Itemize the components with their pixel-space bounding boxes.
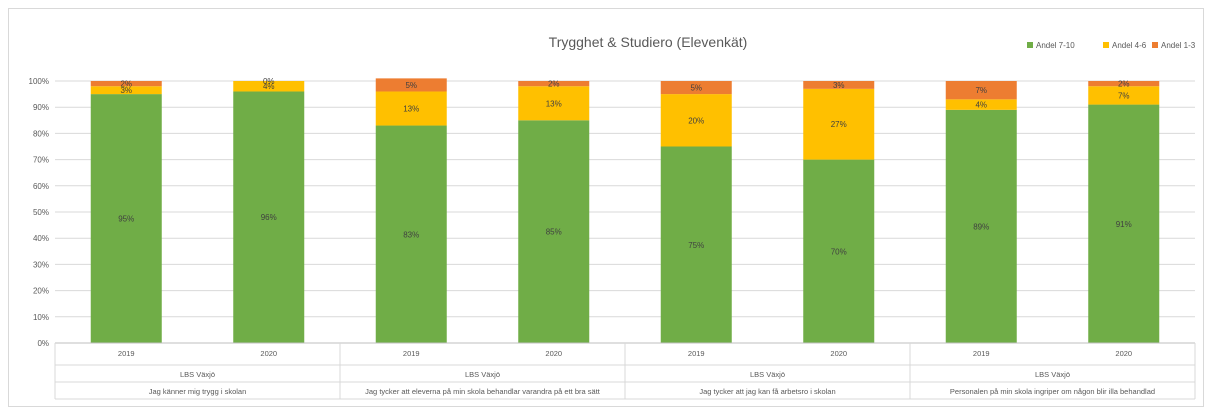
bars <box>90 78 1160 343</box>
group-school-label: LBS Växjö <box>465 370 500 379</box>
gridlines <box>55 80 1195 344</box>
group-question-label: Personalen på min skola ingriper om någo… <box>950 387 1155 396</box>
y-tick-label: 20% <box>33 287 49 296</box>
bar-segment <box>803 159 875 343</box>
bar-segment <box>233 81 305 92</box>
y-tick-label: 90% <box>33 103 49 112</box>
data-label: 4% <box>263 82 275 91</box>
data-label: 70% <box>831 247 847 256</box>
data-label: 95% <box>118 215 134 224</box>
bar-segment <box>90 94 162 343</box>
data-label: 3% <box>120 86 132 95</box>
x-tick-label: 2019 <box>118 349 135 358</box>
x-tick-label: 2019 <box>973 349 990 358</box>
bar-segment <box>233 91 305 343</box>
data-label: 75% <box>688 241 704 250</box>
group-question-label: Jag tycker att jag kan få arbetsro i sko… <box>699 387 835 396</box>
x-tick-label: 2020 <box>545 349 562 358</box>
legend-entry: Andel 7-10 <box>1036 41 1075 50</box>
y-tick-label: 80% <box>33 129 49 138</box>
bar-segment <box>803 81 875 89</box>
y-tick-label: 30% <box>33 260 49 269</box>
y-tick-label: 70% <box>33 156 49 165</box>
data-label: 0% <box>263 77 275 86</box>
data-label: 7% <box>1118 91 1130 100</box>
data-labels: 95%3%2%96%4%0%83%13%5%85%13%2%75%20%5%70… <box>118 77 1132 256</box>
bar-segment <box>90 86 162 95</box>
data-label: 2% <box>1118 80 1130 89</box>
y-tick-label: 60% <box>33 182 49 191</box>
bar-segment <box>660 146 732 343</box>
x-tick-label: 2020 <box>260 349 277 358</box>
bar-segment <box>518 81 590 87</box>
group-school-label: LBS Växjö <box>750 370 785 379</box>
group-question-label: Jag tycker att eleverna på min skola beh… <box>365 387 601 396</box>
legend: Andel 7-10 Andel 4-6 Andel 1-3 <box>1027 41 1196 50</box>
bar-segment <box>803 88 875 160</box>
bar-segment <box>518 120 590 343</box>
bar-segment <box>660 94 732 147</box>
data-label: 85% <box>546 228 562 237</box>
data-label: 20% <box>688 116 704 125</box>
y-axis-ticks: 0% 10% 20% 30% 40% 50% 60% 70% 80% 90% 100% <box>29 77 49 348</box>
x-tick-label: 2020 <box>830 349 847 358</box>
bar-segment <box>1088 104 1160 343</box>
y-tick-label: 50% <box>33 208 49 217</box>
data-label: 2% <box>548 80 560 89</box>
bar-segment <box>375 78 447 92</box>
bar-segment <box>945 81 1017 100</box>
group-school-label: LBS Växjö <box>180 370 215 379</box>
data-label: 4% <box>975 101 987 110</box>
data-label: 89% <box>973 222 989 231</box>
data-label: 83% <box>403 230 419 239</box>
y-tick-label: 40% <box>33 234 49 243</box>
y-tick-label: 100% <box>29 77 49 86</box>
bar-segment <box>518 86 590 121</box>
legend-entry: Andel 4-6 <box>1112 41 1147 50</box>
group-question-label: Jag känner mig trygg i skolan <box>149 387 247 396</box>
data-label: 2% <box>120 80 132 89</box>
chart-frame: Trygghet & Studiero (Elevenkät) Andel 7-… <box>8 8 1204 407</box>
x-tick-label: 2019 <box>688 349 705 358</box>
x-tick-label: 2019 <box>403 349 420 358</box>
data-label: 7% <box>975 86 987 95</box>
stacked-bar-chart: Trygghet & Studiero (Elevenkät) Andel 7-… <box>29 34 1196 400</box>
bar-segment <box>375 91 447 126</box>
data-label: 5% <box>405 81 417 90</box>
chart-title: Trygghet & Studiero (Elevenkät) <box>549 34 748 50</box>
legend-swatch <box>1103 42 1109 48</box>
data-label: 3% <box>833 81 845 90</box>
bar-segment <box>1088 81 1160 87</box>
x-tick-label: 2020 <box>1115 349 1132 358</box>
y-tick-label: 0% <box>37 339 49 348</box>
data-label: 91% <box>1116 220 1132 229</box>
legend-entry: Andel 1-3 <box>1161 41 1196 50</box>
bar-segment <box>375 125 447 343</box>
bar-segment <box>660 81 732 95</box>
legend-swatch <box>1152 42 1158 48</box>
data-label: 13% <box>403 105 419 114</box>
data-label: 5% <box>690 84 702 93</box>
legend-swatch <box>1027 42 1033 48</box>
bar-segment <box>90 81 162 87</box>
x-axis: 2019 2020 2019 2020 2019 2020 2019 2020 LBS Växj… <box>54 342 1196 400</box>
data-label: 27% <box>831 120 847 129</box>
data-label: 13% <box>546 99 562 108</box>
group-school-label: LBS Växjö <box>1035 370 1070 379</box>
bar-segment <box>1088 86 1160 105</box>
bar-segment <box>945 109 1017 343</box>
data-label: 96% <box>261 213 277 222</box>
bar-segment <box>945 99 1017 110</box>
y-tick-label: 10% <box>33 313 49 322</box>
